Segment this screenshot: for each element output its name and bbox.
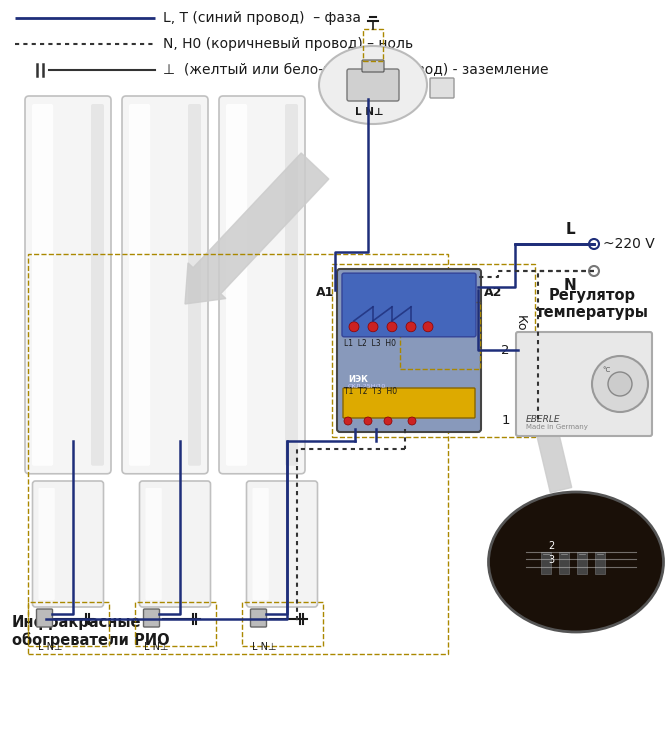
FancyBboxPatch shape bbox=[247, 481, 318, 607]
Circle shape bbox=[364, 417, 372, 425]
Text: L N⊥: L N⊥ bbox=[38, 642, 62, 652]
Bar bbox=[27, 602, 109, 646]
Text: L: L bbox=[565, 222, 575, 238]
Bar bbox=[241, 602, 322, 646]
FancyBboxPatch shape bbox=[253, 488, 269, 600]
FancyBboxPatch shape bbox=[219, 96, 305, 473]
Bar bbox=[363, 29, 383, 61]
FancyBboxPatch shape bbox=[139, 481, 210, 607]
FancyBboxPatch shape bbox=[38, 488, 55, 600]
Circle shape bbox=[368, 321, 378, 332]
FancyBboxPatch shape bbox=[25, 96, 111, 473]
Text: L, T (синий провод)  – фаза: L, T (синий провод) – фаза bbox=[163, 11, 361, 25]
FancyBboxPatch shape bbox=[343, 388, 475, 418]
FancyArrow shape bbox=[523, 372, 572, 493]
Circle shape bbox=[387, 321, 397, 332]
Bar bbox=[27, 254, 448, 654]
Circle shape bbox=[384, 417, 392, 425]
FancyBboxPatch shape bbox=[251, 609, 267, 627]
Bar bbox=[595, 552, 605, 574]
FancyBboxPatch shape bbox=[362, 60, 384, 72]
Text: Регулятор
температуры: Регулятор температуры bbox=[535, 288, 649, 320]
Text: Инфракрасные
обогреватели РИО: Инфракрасные обогреватели РИО bbox=[12, 614, 170, 648]
Text: 2: 2 bbox=[502, 344, 510, 357]
Text: EBERLE: EBERLE bbox=[526, 415, 561, 424]
FancyBboxPatch shape bbox=[91, 104, 104, 466]
Bar bbox=[541, 552, 551, 574]
Text: ~220 V: ~220 V bbox=[603, 237, 655, 251]
Text: A1: A1 bbox=[316, 286, 334, 299]
FancyBboxPatch shape bbox=[347, 69, 399, 101]
Text: L N⊥: L N⊥ bbox=[251, 642, 276, 652]
Circle shape bbox=[349, 321, 359, 332]
FancyBboxPatch shape bbox=[122, 96, 208, 473]
FancyBboxPatch shape bbox=[33, 481, 103, 607]
FancyBboxPatch shape bbox=[188, 104, 201, 466]
FancyArrow shape bbox=[185, 153, 329, 304]
Circle shape bbox=[592, 356, 648, 412]
FancyBboxPatch shape bbox=[342, 273, 476, 337]
FancyBboxPatch shape bbox=[226, 104, 247, 466]
Text: ИЭК: ИЭК bbox=[348, 374, 368, 383]
Circle shape bbox=[608, 372, 632, 396]
Text: 1: 1 bbox=[502, 413, 510, 426]
Bar bbox=[135, 602, 216, 646]
Text: СКЛ-25Н/10: СКЛ-25Н/10 bbox=[348, 383, 386, 388]
Bar bbox=[577, 552, 587, 574]
Circle shape bbox=[344, 417, 352, 425]
Bar bbox=[400, 302, 480, 369]
Circle shape bbox=[408, 417, 416, 425]
Text: L N⊥: L N⊥ bbox=[354, 107, 383, 117]
Circle shape bbox=[406, 321, 416, 332]
FancyBboxPatch shape bbox=[337, 269, 481, 432]
Text: A2: A2 bbox=[484, 286, 502, 299]
FancyBboxPatch shape bbox=[143, 609, 159, 627]
Text: T1  T2  T3  H0: T1 T2 T3 H0 bbox=[344, 387, 397, 396]
Bar bbox=[332, 264, 535, 437]
Text: L N⊥: L N⊥ bbox=[145, 642, 169, 652]
Text: N, H0 (коричневый провод) – ноль: N, H0 (коричневый провод) – ноль bbox=[163, 37, 413, 51]
Text: Контактор: Контактор bbox=[513, 316, 527, 385]
Ellipse shape bbox=[488, 492, 663, 632]
FancyBboxPatch shape bbox=[145, 488, 161, 600]
Circle shape bbox=[423, 321, 433, 332]
Ellipse shape bbox=[319, 46, 427, 124]
Text: L1  L2  L3  H0: L1 L2 L3 H0 bbox=[344, 339, 396, 348]
FancyBboxPatch shape bbox=[516, 332, 652, 436]
FancyBboxPatch shape bbox=[129, 104, 150, 466]
Text: ⊥  (желтый или бело-зеленый провод) - заземление: ⊥ (желтый или бело-зеленый провод) - заз… bbox=[163, 63, 549, 77]
Text: 3: 3 bbox=[548, 555, 554, 565]
Text: °C: °C bbox=[602, 367, 610, 373]
FancyBboxPatch shape bbox=[285, 104, 298, 466]
FancyBboxPatch shape bbox=[36, 609, 52, 627]
Bar bbox=[559, 552, 569, 574]
Text: Made in Germany: Made in Germany bbox=[526, 424, 588, 430]
FancyBboxPatch shape bbox=[430, 78, 454, 98]
Text: 2: 2 bbox=[548, 541, 554, 551]
Text: N: N bbox=[563, 277, 576, 293]
FancyBboxPatch shape bbox=[32, 104, 53, 466]
